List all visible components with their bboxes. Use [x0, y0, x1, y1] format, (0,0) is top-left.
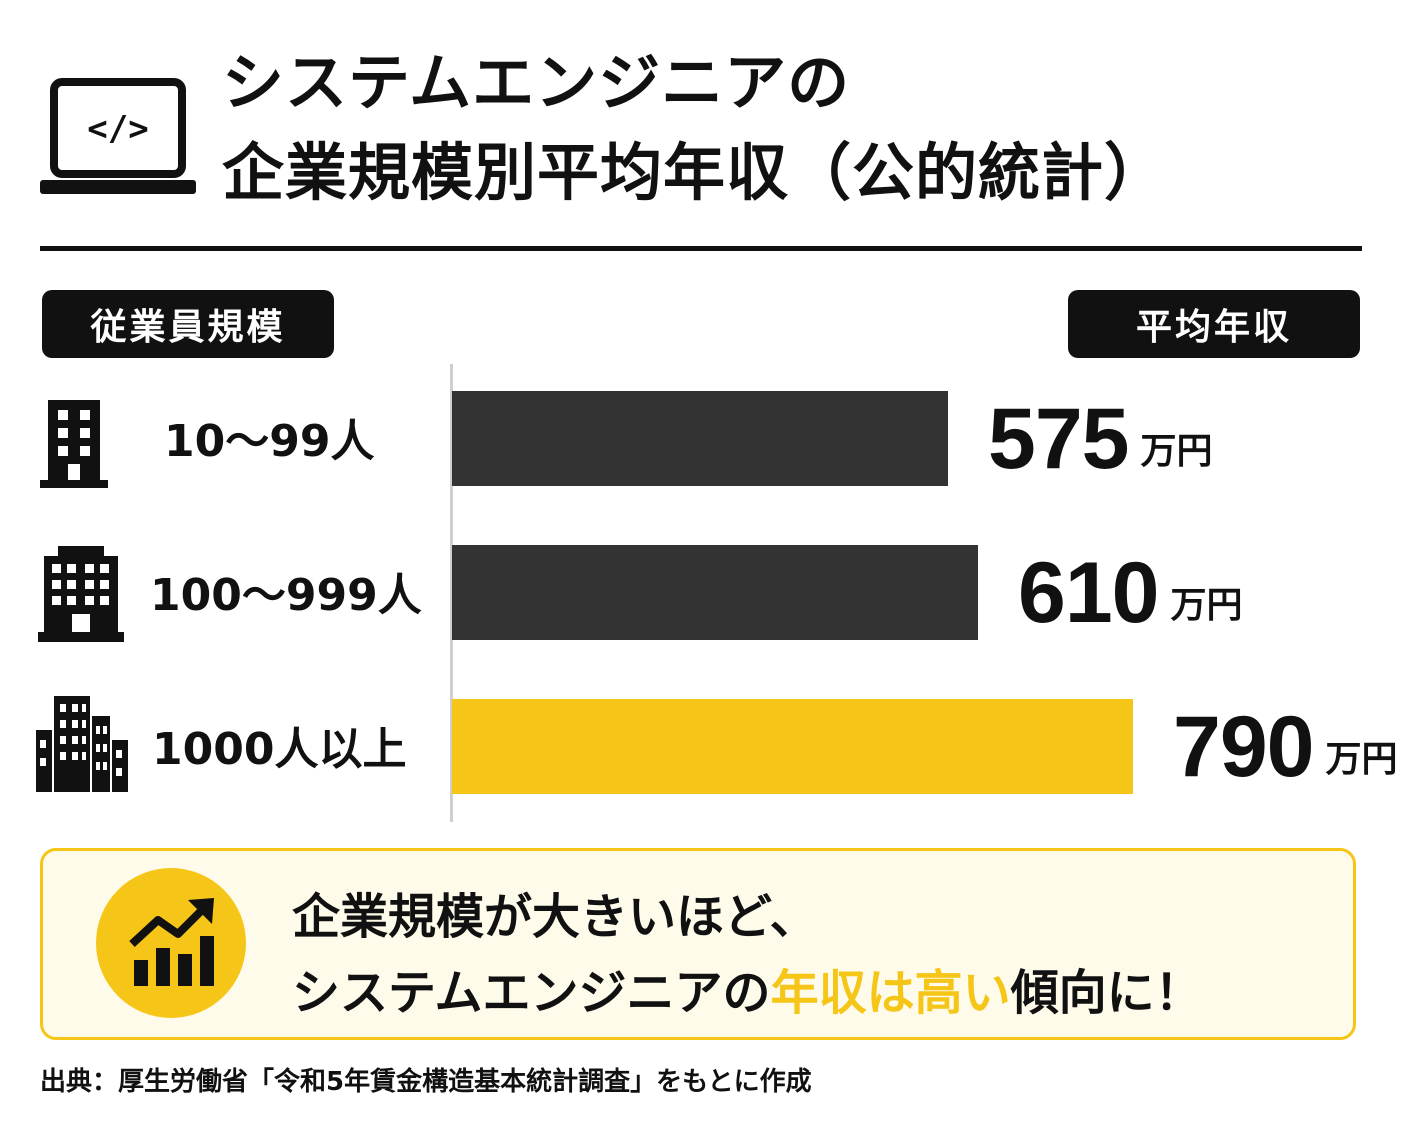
page-title-line-1: システムエンジニアの — [222, 46, 851, 119]
title-divider — [40, 246, 1362, 251]
value-label-small: 575 — [988, 394, 1129, 484]
value-number: 575 — [988, 391, 1129, 487]
callout-highlight: 年収は高い — [770, 965, 1011, 1021]
category-label-medium: 100〜999人 — [150, 570, 422, 621]
small-building-icon — [40, 400, 108, 488]
large-buildings-icon — [36, 696, 128, 792]
value-number: 790 — [1173, 699, 1314, 795]
callout-text-line-1: 企業規模が大きいほど、 — [292, 889, 818, 945]
value-unit: 万円 — [1170, 585, 1243, 626]
svg-text:</>: </> — [87, 109, 148, 149]
laptop-code-icon: </> — [40, 78, 196, 194]
bar-axis — [450, 364, 453, 822]
category-label-small: 10〜99人 — [164, 416, 375, 467]
value-label-medium: 610 — [1018, 548, 1159, 638]
source-note: 出典：厚生労働省「令和5年賃金構造基本統計調査」をもとに作成 — [40, 1067, 812, 1097]
bar-large-company — [452, 699, 1133, 794]
medium-building-icon — [38, 546, 124, 642]
value-unit: 万円 — [1325, 739, 1398, 780]
growth-chart-icon — [129, 898, 214, 986]
average-salary-header: 平均年収 — [1068, 290, 1360, 358]
category-label-large: 1000人以上 — [152, 724, 407, 775]
employee-size-header: 従業員規模 — [42, 290, 334, 358]
summary-callout — [40, 848, 1356, 1040]
callout-icon-circle — [96, 868, 246, 1018]
callout-text-post: 傾向に！ — [1010, 965, 1203, 1021]
value-number: 610 — [1018, 545, 1159, 641]
callout-text-line-2: システムエンジニアの年収は高い傾向に！ — [292, 962, 1203, 1024]
page-title-line-2: 企業規模別平均年収（公的統計） — [222, 136, 1168, 209]
callout-text-pre: システムエンジニアの — [292, 965, 771, 1021]
bar-medium-company — [452, 545, 978, 640]
value-label-large: 790 — [1173, 702, 1314, 792]
value-unit: 万円 — [1140, 431, 1213, 472]
bar-small-company — [452, 391, 948, 486]
